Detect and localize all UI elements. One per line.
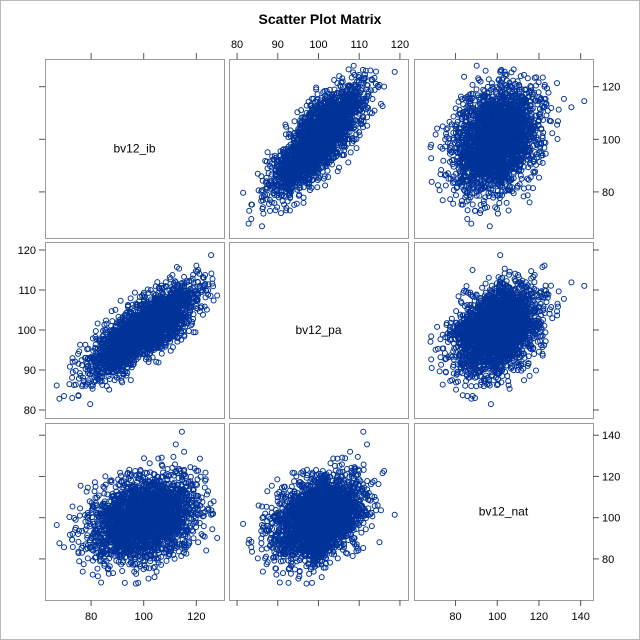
panel-bv12_ib-vs-bv12_ib: bv12_ib <box>46 60 225 239</box>
panel-bv12_ib-vs-bv12_pa <box>230 60 409 239</box>
diagonal-label-bv12_ib: bv12_ib <box>113 142 155 156</box>
chart-title: Scatter Plot Matrix <box>259 11 382 27</box>
panel-bv12_ib-vs-bv12_nat <box>415 60 594 239</box>
